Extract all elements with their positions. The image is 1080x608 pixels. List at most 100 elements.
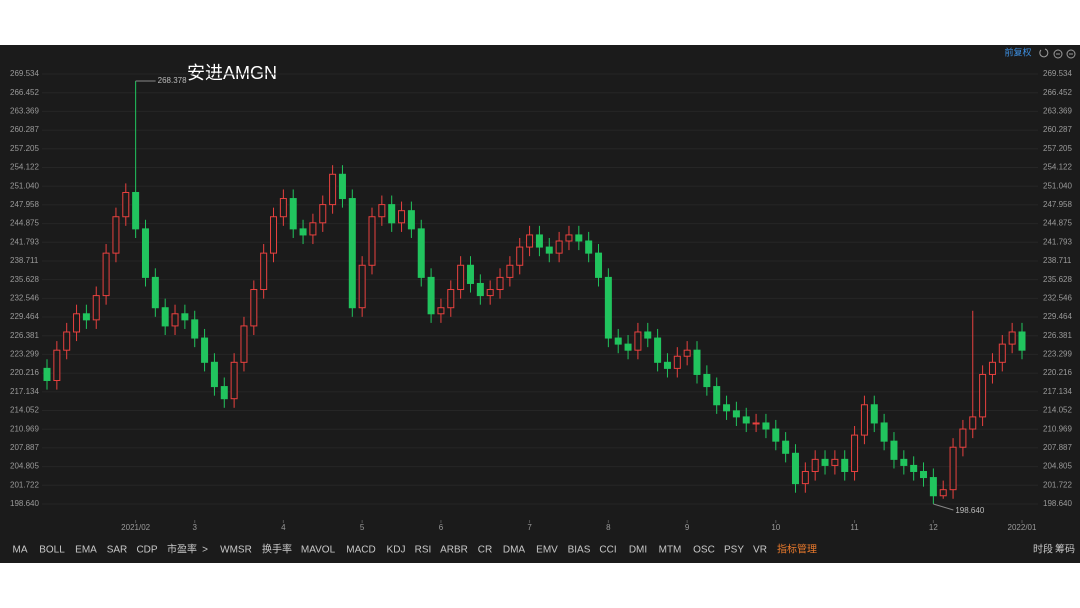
candle-body — [791, 452, 799, 485]
indicator-tab[interactable]: MACD — [346, 545, 375, 556]
indicator-tab[interactable]: MTM — [659, 545, 682, 556]
x-tick-label: 9 — [685, 523, 690, 532]
y-tick-label-right: 247.958 — [1043, 200, 1072, 209]
indicator-tab[interactable]: KDJ — [387, 545, 406, 556]
right-tab[interactable]: 时段 — [1033, 543, 1053, 556]
candle-body — [732, 410, 740, 418]
y-tick-label: 232.546 — [10, 293, 39, 302]
candle-body — [900, 458, 908, 466]
indicator-tab[interactable]: EMA — [75, 545, 97, 556]
chart-panel — [0, 45, 1080, 563]
candle-body — [782, 440, 790, 454]
candle-body — [141, 228, 149, 278]
indicator-tab[interactable]: CDP — [136, 545, 157, 556]
x-tick-label: 2022/01 — [1008, 523, 1037, 532]
indicator-tab[interactable]: EMV — [536, 545, 558, 556]
y-tick-label-right: 263.369 — [1043, 107, 1072, 116]
candle-body — [959, 428, 967, 448]
indicator-tab[interactable]: CR — [478, 545, 492, 556]
candle-body — [860, 404, 868, 436]
candle-body — [486, 289, 494, 297]
y-tick-label: 260.287 — [10, 125, 39, 134]
candle-body — [181, 313, 189, 321]
indicator-tab[interactable]: PSY — [724, 545, 744, 556]
low-label: 198.640 — [955, 506, 984, 515]
indicator-tab[interactable]: ARBR — [440, 545, 468, 556]
candle-body — [723, 404, 731, 412]
candle-body — [654, 337, 662, 363]
candle-body — [191, 319, 199, 339]
y-tick-label: 201.722 — [10, 480, 39, 489]
candle-body — [526, 234, 534, 248]
candle-body — [969, 416, 977, 430]
toolbar-icons — [1039, 48, 1076, 59]
indicator-tab[interactable]: CCI — [599, 545, 616, 556]
candle-body — [841, 458, 849, 472]
indicator-tab[interactable]: SAR — [107, 545, 128, 556]
adjust-mode[interactable]: 前复权 — [1004, 46, 1031, 57]
indicator-tab[interactable]: > — [202, 545, 208, 556]
y-tick-label: 217.134 — [10, 387, 39, 396]
candle-body — [171, 313, 179, 327]
candle-body — [92, 295, 100, 321]
indicator-tab[interactable]: BIAS — [568, 545, 591, 556]
indicator-tab[interactable]: OSC — [693, 545, 715, 556]
indicator-tab[interactable]: WMSR — [220, 545, 252, 556]
candle-body — [585, 240, 593, 254]
candle-body — [1008, 331, 1016, 345]
candle-body — [161, 307, 169, 327]
indicator-tab[interactable]: 指标管理 — [777, 543, 817, 556]
candle-body — [851, 434, 859, 472]
y-tick-label: 214.052 — [10, 406, 39, 415]
indicator-tab[interactable]: BOLL — [39, 545, 65, 556]
candle-body — [713, 386, 721, 406]
candle-body — [979, 373, 987, 418]
candle-body — [555, 240, 563, 254]
candle-body — [683, 349, 691, 357]
candle-body — [545, 246, 553, 254]
y-tick-label-right: 201.722 — [1043, 480, 1072, 489]
indicator-tab[interactable]: MA — [13, 545, 28, 556]
candle-body — [752, 422, 760, 425]
y-tick-label: 207.887 — [10, 443, 39, 452]
zoom-in-icon[interactable] — [1066, 49, 1076, 59]
candle-body — [230, 361, 238, 400]
candle-body — [624, 343, 632, 351]
indicator-tab[interactable]: 换手率 — [262, 543, 292, 556]
indicator-tab[interactable]: DMI — [629, 545, 647, 556]
indicator-tab[interactable]: VR — [753, 545, 767, 556]
candle-body — [398, 210, 406, 224]
reset-icon[interactable] — [1039, 48, 1049, 58]
indicator-tab[interactable]: MAVOL — [301, 545, 336, 556]
y-tick-label-right: 226.381 — [1043, 331, 1072, 340]
candle-body — [447, 289, 455, 309]
candle-body — [831, 458, 839, 466]
indicator-tab[interactable]: 市盈率 — [167, 543, 197, 556]
y-tick-label: 257.205 — [10, 144, 39, 153]
candle-body — [260, 252, 268, 291]
candle-body — [250, 289, 258, 327]
y-tick-label-right: 266.452 — [1043, 88, 1072, 97]
x-tick-label: 3 — [193, 523, 198, 532]
y-tick-label: 226.381 — [10, 331, 39, 340]
candle-body — [122, 191, 130, 218]
y-tick-label-right: 223.299 — [1043, 350, 1072, 359]
candle-body — [299, 228, 307, 236]
candle-body — [920, 470, 928, 479]
candle-body — [466, 264, 474, 284]
y-tick-label-right: 260.287 — [1043, 125, 1072, 134]
y-tick-label-right: 244.875 — [1043, 219, 1072, 228]
candle-body — [240, 325, 248, 363]
zoom-out-icon[interactable] — [1053, 49, 1063, 59]
candle-body — [939, 489, 947, 497]
indicator-tab[interactable]: RSI — [415, 545, 432, 556]
y-tick-label-right: 217.134 — [1043, 387, 1072, 396]
right-tab[interactable]: 筹码 — [1055, 543, 1075, 556]
candle-body — [63, 331, 71, 351]
y-tick-label-right: 269.534 — [1043, 69, 1072, 78]
y-tick-label-right: 254.122 — [1043, 163, 1072, 172]
candle-body — [476, 282, 484, 297]
candle-body — [82, 313, 90, 321]
indicator-tab[interactable]: DMA — [503, 545, 526, 556]
candle-body — [516, 246, 524, 266]
